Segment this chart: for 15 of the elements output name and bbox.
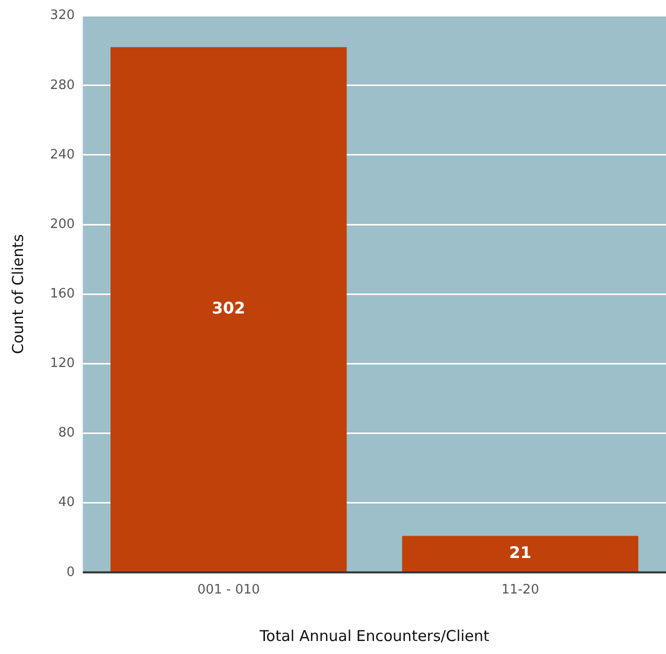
x-tick-label: 11-20	[501, 582, 540, 598]
y-tick-label: 240	[50, 147, 75, 162]
x-tick-label: 001 - 010	[197, 582, 260, 598]
y-tick-label: 320	[50, 8, 75, 24]
data-label: 21	[509, 542, 532, 562]
y-tick-label: 80	[58, 426, 75, 441]
y-tick-label: 160	[50, 286, 75, 302]
y-axis-title: Count of Clients	[8, 234, 27, 354]
y-tick-label: 40	[58, 495, 75, 510]
y-tick-label: 200	[50, 216, 75, 232]
y-tick-label: 0	[66, 564, 75, 580]
y-tick-label: 120	[50, 356, 75, 372]
x-axis-title: Total Annual Encounters/Client	[258, 626, 490, 645]
y-tick-label: 280	[50, 78, 75, 93]
data-label: 302	[212, 298, 246, 318]
